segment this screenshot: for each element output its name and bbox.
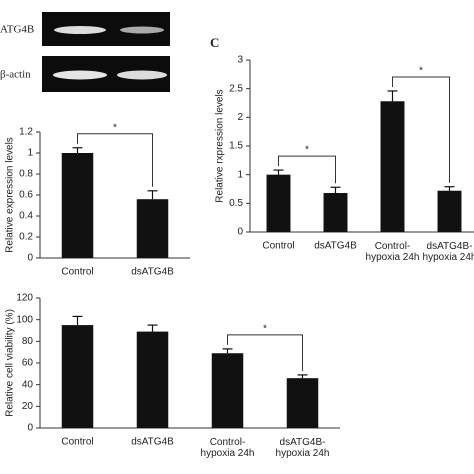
- gel-band: [120, 26, 164, 34]
- bar: [437, 190, 462, 232]
- significance-bracket: [278, 155, 336, 184]
- x-tick-label: Control: [61, 267, 93, 278]
- x-tick-label: dsATG4B: [314, 241, 357, 252]
- y-tick-label: 1.5: [229, 141, 243, 152]
- significance-label: *: [263, 324, 267, 335]
- x-tick-label: Control: [61, 437, 93, 448]
- y-tick-label: 0.5: [229, 198, 243, 209]
- significance-label: *: [419, 66, 423, 77]
- y-tick-label: 60: [22, 358, 34, 369]
- y-tick-label: 0: [27, 253, 33, 264]
- y-tick-label: 1.2: [19, 127, 33, 138]
- x-tick-label: Control-hypoxia 24h: [366, 241, 420, 263]
- x-tick-label: dsATG4B-hypoxia 24h: [276, 437, 330, 459]
- gel-band: [53, 70, 107, 80]
- y-tick-label: 120: [16, 293, 33, 304]
- y-tick-label: 0.2: [19, 232, 33, 243]
- bar: [266, 174, 291, 232]
- significance-label: *: [113, 122, 117, 133]
- bar: [380, 101, 405, 232]
- x-tick-label: dsATG4B: [131, 437, 174, 448]
- y-tick-label: 3: [237, 55, 243, 66]
- y-tick-label: 1: [237, 169, 243, 180]
- bar: [211, 353, 244, 428]
- y-tick-label: 0: [27, 423, 33, 434]
- significance-bracket: [77, 133, 153, 187]
- y-axis-label: Relative expression levels: [5, 137, 16, 253]
- bar: [61, 153, 94, 258]
- x-tick-label: dsATG4B: [131, 267, 174, 278]
- y-tick-label: 2: [237, 112, 243, 123]
- x-tick-label: dsATG4B-hypoxia 24h: [423, 241, 474, 263]
- bar: [323, 193, 348, 232]
- y-tick-label: 1: [27, 148, 33, 159]
- bar: [286, 378, 319, 428]
- y-tick-label: 0: [237, 227, 243, 238]
- y-axis-label: Relative rxpression levels: [215, 89, 226, 202]
- y-tick-label: 20: [22, 401, 34, 412]
- y-tick-label: 80: [22, 336, 34, 347]
- y-tick-label: 40: [22, 379, 34, 390]
- y-tick-label: 0.4: [19, 211, 33, 222]
- gel-band: [117, 70, 167, 80]
- gel-band: [54, 26, 106, 34]
- y-tick-label: 100: [16, 314, 33, 325]
- bar: [136, 199, 169, 258]
- significance-label: *: [305, 145, 309, 156]
- bar: [136, 331, 169, 428]
- gel-label: ATG4B: [0, 24, 34, 36]
- bar: [61, 325, 94, 428]
- y-tick-label: 0.8: [19, 169, 33, 180]
- y-axis-label: Relative cell viability (%): [5, 309, 16, 417]
- significance-bracket: [392, 76, 450, 183]
- gel-label: β-actin: [0, 69, 31, 81]
- y-tick-label: 2.5: [229, 83, 243, 94]
- x-tick-label: Control: [262, 241, 294, 252]
- panel-label: C: [210, 35, 219, 50]
- x-tick-label: Control-hypoxia 24h: [201, 437, 255, 459]
- y-tick-label: 0.6: [19, 190, 33, 201]
- significance-bracket: [227, 334, 303, 371]
